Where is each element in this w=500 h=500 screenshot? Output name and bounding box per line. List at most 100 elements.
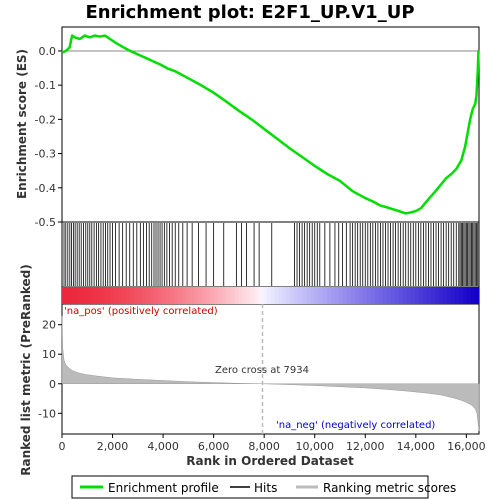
band-segment (150, 287, 155, 304)
band-segment (246, 287, 252, 304)
positive-correlation-label: 'na_pos' (positively correlated) (64, 306, 218, 317)
x-axis-title: Rank in Ordered Dataset (186, 454, 354, 468)
band-segment (322, 287, 328, 304)
band-segment (282, 287, 288, 304)
band-segment (258, 287, 264, 304)
band-segment (442, 287, 448, 304)
es-tick-label: -0.1 (35, 79, 56, 92)
band-segment (90, 287, 95, 304)
hits-panel (61, 221, 480, 288)
legend: Enrichment profile Hits Ranking metric s… (71, 475, 456, 499)
band-segment (434, 287, 440, 304)
band-segment (238, 287, 244, 304)
band-segment (470, 287, 476, 304)
band-segment (94, 287, 99, 304)
x-tick-label: 2,000 (97, 440, 129, 453)
es-tick-label: -0.3 (35, 148, 56, 161)
metric-panel (61, 303, 480, 435)
metric-tick-label: 0 (49, 378, 56, 391)
legend-label-hits: Hits (254, 481, 277, 495)
band-segment (198, 287, 203, 304)
band-segment (306, 287, 312, 304)
band-segment (334, 287, 340, 304)
band-segment (406, 287, 412, 304)
metric-tick-label: 10 (42, 348, 56, 361)
x-tick-label: 6,000 (198, 440, 230, 453)
chart-title: Enrichment plot: E2F1_UP.V1_UP (85, 2, 414, 23)
es-panel (61, 26, 480, 223)
band-segment (450, 287, 456, 304)
band-segment (382, 287, 388, 304)
band-segment (398, 287, 404, 304)
band-segment (330, 287, 336, 304)
band-segment (454, 287, 460, 304)
band-segment (250, 287, 256, 304)
metric-axis-title: Ranked list metric (PreRanked) (19, 264, 33, 476)
band-segment (118, 287, 123, 304)
band-segment (366, 287, 372, 304)
es-tick-label: -0.2 (35, 113, 56, 126)
band-segment (122, 287, 127, 304)
band-segment (466, 287, 472, 304)
metric-axis: 20 10 0 -10 (38, 319, 62, 420)
band-segment (182, 287, 187, 304)
band-segment (270, 287, 276, 304)
band-segment (170, 287, 175, 304)
band-segment (390, 287, 396, 304)
band-segment (326, 287, 332, 304)
band-segment (154, 287, 159, 304)
band-segment (98, 287, 103, 304)
band-segment (342, 287, 348, 304)
band-segment (286, 287, 292, 304)
band-segment (162, 287, 167, 304)
band-segment (222, 287, 227, 304)
band-segment (290, 287, 296, 304)
band-segment (110, 287, 115, 304)
band-segment (354, 287, 360, 304)
band-segment (298, 287, 304, 304)
band-segment (414, 287, 420, 304)
x-tick-label: 16,000 (447, 440, 486, 453)
es-axis-title: Enrichment score (ES) (15, 49, 29, 199)
enrichment-profile-path (61, 34, 480, 215)
band-segment (62, 287, 67, 304)
band-segment (458, 287, 464, 304)
x-tick-label: 8,000 (248, 440, 280, 453)
es-tick-label: -0.4 (35, 182, 56, 195)
band-segment (82, 287, 87, 304)
metric-tick-label: 20 (42, 319, 56, 332)
band-segment (186, 287, 191, 304)
x-tick-label: 0 (59, 440, 66, 453)
band-segment (138, 287, 143, 304)
band-segment (126, 287, 131, 304)
band-segment (242, 287, 248, 304)
band-segment (78, 287, 83, 304)
band-segment (430, 287, 436, 304)
enrichment-profile-line (61, 34, 480, 215)
band-segment (314, 287, 320, 304)
band-segment (318, 287, 324, 304)
rank-color-band-segments (62, 287, 480, 304)
band-segment (378, 287, 384, 304)
x-axis: 0 2,000 4,000 6,000 8,000 10,000 12,000 14,000 1… (59, 434, 486, 453)
band-segment (358, 287, 364, 304)
band-segment (234, 287, 240, 304)
band-segment (226, 287, 232, 304)
x-tick-label: 14,000 (397, 440, 436, 453)
band-segment (338, 287, 344, 304)
band-segment (230, 287, 236, 304)
band-segment (438, 287, 444, 304)
band-segment (214, 287, 219, 304)
band-segment (350, 287, 356, 304)
band-segment (262, 287, 268, 304)
band-segment (278, 287, 284, 304)
band-segment (202, 287, 207, 304)
band-segment (210, 287, 215, 304)
ranking-metric-area (61, 304, 480, 434)
x-tick-label: 4,000 (147, 440, 179, 453)
negative-correlation-label: 'na_neg' (negatively correlated) (276, 420, 435, 431)
band-segment (346, 287, 352, 304)
band-segment (274, 287, 280, 304)
band-segment (302, 287, 308, 304)
